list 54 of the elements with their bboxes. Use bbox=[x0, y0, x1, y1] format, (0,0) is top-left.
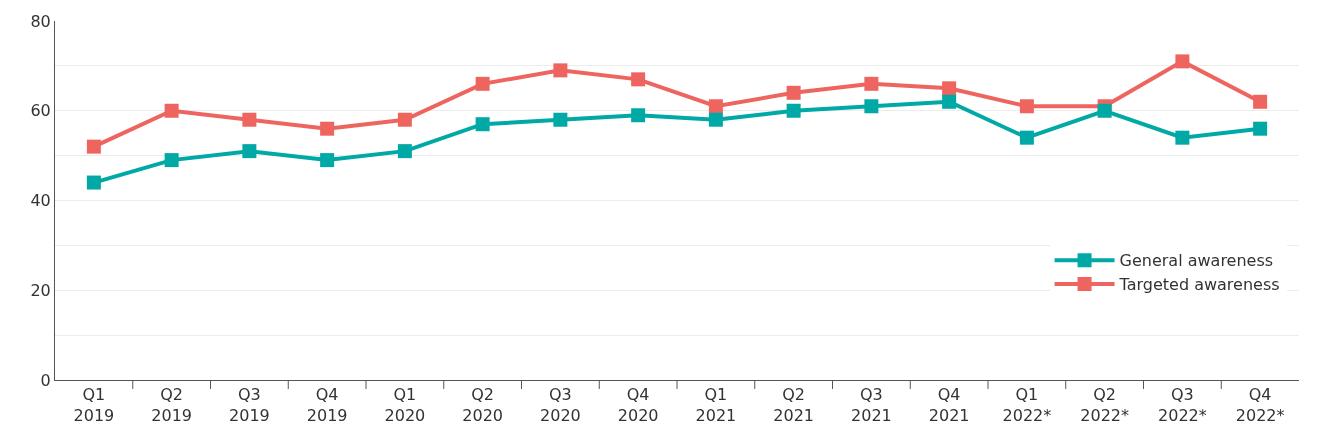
point bbox=[164, 103, 179, 118]
x-tick-label: Q4 2020 bbox=[617, 385, 659, 425]
point bbox=[942, 94, 957, 109]
point bbox=[553, 63, 568, 78]
point bbox=[708, 112, 723, 127]
point bbox=[1175, 54, 1190, 69]
point bbox=[86, 139, 101, 154]
point bbox=[1253, 94, 1268, 109]
y-tick-label: 0 bbox=[40, 370, 51, 390]
point bbox=[631, 72, 646, 87]
point bbox=[864, 99, 879, 114]
x-tick-label: Q3 2021 bbox=[851, 385, 892, 425]
point bbox=[1019, 130, 1034, 145]
legend-label: Targeted awareness bbox=[1118, 275, 1280, 295]
point bbox=[397, 112, 412, 127]
y-tick-label: 60 bbox=[30, 101, 51, 121]
point bbox=[786, 103, 801, 118]
point bbox=[553, 112, 568, 127]
x-tick-label: Q3 2019 bbox=[229, 385, 270, 425]
x-tick-label: Q3 2022* bbox=[1158, 385, 1207, 425]
point bbox=[242, 112, 257, 127]
point bbox=[786, 85, 801, 100]
x-tick-label: Q1 2021 bbox=[695, 385, 737, 425]
point bbox=[475, 76, 490, 91]
legend-label: General awareness bbox=[1119, 251, 1274, 271]
point bbox=[1175, 130, 1190, 145]
x-tick-label: Q3 2020 bbox=[540, 385, 581, 425]
x-tick-label: Q4 2021 bbox=[928, 385, 970, 425]
y-tick-label: 80 bbox=[30, 11, 51, 31]
y-tick-label: 40 bbox=[30, 191, 51, 211]
x-tick-label: Q2 2020 bbox=[462, 385, 503, 425]
point bbox=[86, 175, 101, 190]
x-tick-label: Q2 2019 bbox=[151, 385, 192, 425]
point bbox=[631, 108, 646, 123]
x-tick-label: Q4 2022* bbox=[1235, 385, 1285, 425]
y-tick-label: 20 bbox=[30, 280, 51, 300]
point bbox=[1019, 99, 1034, 114]
x-tick-label: Q1 2022* bbox=[1002, 385, 1052, 425]
x-tick-label: Q2 2022* bbox=[1080, 385, 1129, 425]
point bbox=[1253, 121, 1268, 136]
x-tick-label: Q2 2021 bbox=[773, 385, 814, 425]
x-tick-label: Q1 2020 bbox=[384, 385, 426, 425]
point bbox=[320, 121, 335, 136]
x-tick-label: Q4 2019 bbox=[306, 385, 348, 425]
point bbox=[708, 99, 723, 114]
point bbox=[942, 81, 957, 96]
point bbox=[864, 76, 879, 91]
x-tick-label: Q1 2019 bbox=[73, 385, 115, 425]
point bbox=[1097, 103, 1112, 118]
point bbox=[242, 144, 257, 159]
point bbox=[320, 153, 335, 168]
point bbox=[475, 117, 490, 132]
point bbox=[397, 144, 412, 159]
point bbox=[164, 153, 179, 168]
